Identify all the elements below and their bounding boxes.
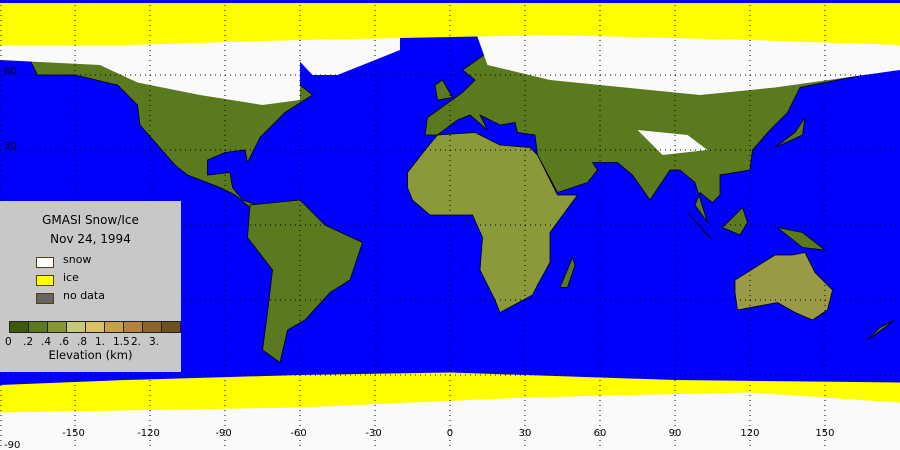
colorbar-cell: [143, 322, 162, 332]
longitude-label: 0: [446, 428, 454, 439]
elevation-tick: 3.: [149, 336, 160, 348]
longitude-label: -60: [290, 428, 307, 439]
colorbar-cell: [124, 322, 143, 332]
no-data-swatch: [36, 293, 54, 304]
longitude-label: -90: [215, 428, 232, 439]
colorbar-cell: [105, 322, 124, 332]
no-data-label: no data: [63, 289, 105, 302]
longitude-label: -150: [62, 428, 85, 439]
longitude-label: 120: [740, 428, 760, 439]
snow-label: snow: [63, 253, 92, 266]
longitude-label: 30: [518, 428, 532, 439]
elevation-tick: .4: [41, 336, 52, 348]
borneo: [721, 206, 748, 236]
snow-eurasia: [475, 30, 900, 95]
colorbar-cell: [48, 322, 67, 332]
elevation-tick: 0: [5, 336, 12, 348]
ice-label: ice: [63, 271, 79, 284]
elevation-tick: 1.: [95, 336, 106, 348]
ice-swatch: [36, 275, 54, 286]
elevation-tick: .2: [23, 336, 34, 348]
madagascar: [559, 256, 576, 288]
colorbar-cell: [29, 322, 48, 332]
elevation-tick: .8: [77, 336, 88, 348]
snow-tibet: [637, 130, 708, 155]
elevation-tick: 1.5: [113, 336, 130, 348]
longitude-label: 60: [593, 428, 607, 439]
longitude-label: -120: [137, 428, 160, 439]
longitude-label: 150: [815, 428, 835, 439]
colorbar-cell: [10, 322, 29, 332]
elevation-tick: .6: [59, 336, 70, 348]
latitude-label: 30: [4, 141, 17, 152]
legend-date: Nov 24, 1994: [50, 232, 131, 246]
colorbar-cell: [86, 322, 105, 332]
longitude-label: -30: [365, 428, 382, 439]
snow-north-america: [0, 30, 300, 105]
latitude-label: 60: [4, 66, 17, 77]
top-edge: [0, 0, 900, 3]
colorbar-cell: [67, 322, 86, 332]
great-britain: [434, 79, 454, 101]
longitude-label: 90: [668, 428, 682, 439]
sumatra: [687, 212, 713, 241]
latitude-label: -90: [4, 440, 21, 450]
south-america: [247, 199, 363, 364]
legend: GMASI Snow/Ice Nov 24, 1994 snow ice no …: [0, 201, 181, 372]
elevation-label: Elevation (km): [48, 348, 133, 362]
legend-title: GMASI Snow/Ice: [42, 213, 139, 227]
colorbar-cell: [162, 322, 180, 332]
japan: [774, 117, 806, 148]
snow-swatch: [36, 257, 54, 268]
elevation-colorbar: [9, 321, 181, 333]
new-zealand: [867, 319, 896, 341]
elevation-tick: 2.: [131, 336, 142, 348]
arctic-ice: [0, 0, 900, 45]
africa: [407, 132, 579, 314]
